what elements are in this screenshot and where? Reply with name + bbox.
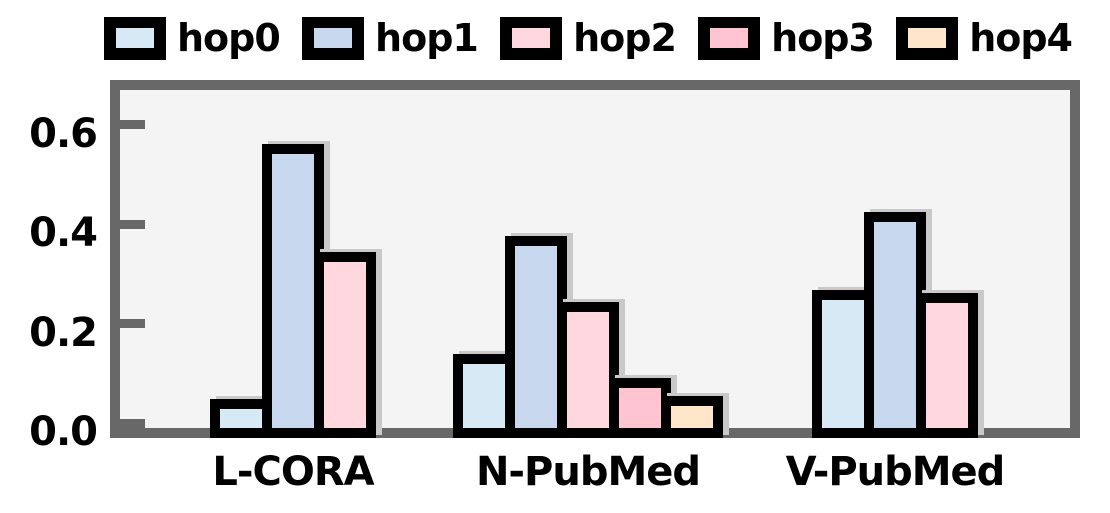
y-tick-mark-0.2 bbox=[120, 319, 145, 328]
legend-swatch-fill bbox=[116, 28, 154, 48]
legend-label: hop3 bbox=[771, 16, 875, 60]
legend-item-hop1: hop1 bbox=[302, 16, 479, 60]
legend-label: hop1 bbox=[375, 16, 479, 60]
legend-item-hop0: hop0 bbox=[104, 16, 281, 60]
plot-area bbox=[110, 80, 1080, 438]
legend-item-hop3: hop3 bbox=[698, 16, 875, 60]
legend-item-hop2: hop2 bbox=[500, 16, 677, 60]
chart-legend: hop0 hop1 hop2 hop3 hop4 bbox=[104, 14, 1073, 62]
y-tick-mark-0.6 bbox=[120, 120, 145, 129]
y-tick-mark-0.0 bbox=[120, 418, 145, 428]
legend-swatch-hop2 bbox=[500, 16, 563, 60]
y-tick-label-0.6: 0.6 bbox=[29, 110, 98, 157]
y-tick-label-0.4: 0.4 bbox=[29, 210, 98, 256]
legend-swatch-fill bbox=[908, 28, 947, 48]
legend-label: hop4 bbox=[969, 16, 1073, 60]
y-tick-label-0.0: 0.0 bbox=[29, 409, 98, 455]
legend-swatch-hop4 bbox=[896, 16, 959, 60]
bar-hop4-n-pubmed bbox=[661, 395, 723, 438]
bar-hop2-l-cora bbox=[314, 252, 376, 438]
bar-hop0-v-pubmed bbox=[812, 289, 874, 438]
legend-label: hop0 bbox=[177, 16, 281, 60]
legend-swatch-hop0 bbox=[104, 16, 166, 60]
legend-swatch-fill bbox=[512, 28, 551, 48]
bar-hop2-n-pubmed bbox=[557, 302, 619, 438]
x-tick-label-n-pubmed: N-PubMed bbox=[475, 449, 701, 495]
legend-label: hop2 bbox=[573, 16, 677, 60]
x-tick-label-l-cora: L-CORA bbox=[212, 449, 374, 495]
legend-item-hop4: hop4 bbox=[896, 16, 1073, 60]
bar-hop2-v-pubmed bbox=[916, 292, 978, 438]
y-tick-mark-0.4 bbox=[120, 219, 145, 229]
legend-swatch-hop1 bbox=[302, 16, 365, 60]
legend-swatch-hop3 bbox=[698, 16, 761, 60]
legend-swatch-fill bbox=[710, 28, 749, 48]
legend-swatch-fill bbox=[314, 28, 353, 48]
y-tick-label-0.2: 0.2 bbox=[29, 309, 98, 356]
x-tick-label-v-pubmed: V-PubMed bbox=[785, 449, 1006, 495]
